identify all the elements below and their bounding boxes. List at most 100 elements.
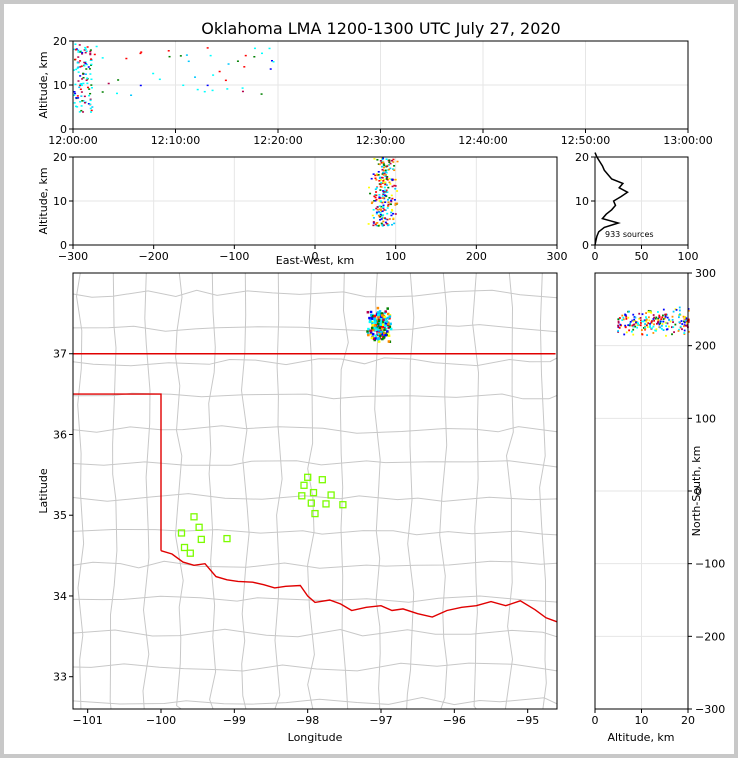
ns-height-sources [617,306,690,337]
ew-height-panel: −300 −200 −100 0 100 200 300 0 10 20 Altitude, k… [37,151,568,267]
lightning-source [624,326,627,329]
lightning-source [383,332,386,335]
lightning-source [687,330,690,333]
county-line [240,272,250,710]
lightning-source [375,178,378,181]
lightning-source [659,322,662,325]
lightning-source [633,318,636,321]
time-tick: 12:50:00 [561,134,610,147]
time-tick: 12:30:00 [356,134,405,147]
lightning-source [385,321,389,325]
lightning-source [82,82,85,85]
lightning-source [373,157,376,160]
lightning-source [382,192,385,195]
lightning-source [381,158,384,161]
lightning-source [640,322,642,324]
lightning-source [683,317,686,320]
lightning-source [380,218,383,220]
lightning-source [83,49,86,51]
lightning-source [79,50,82,52]
county-line [72,696,558,706]
lightning-source [81,78,84,80]
lightning-source [685,317,688,320]
lightning-source [77,56,80,58]
lightning-source [241,90,244,93]
lightning-source [628,324,631,327]
lightning-source [384,317,388,320]
lightning-source [243,66,246,68]
lightning-source [244,54,247,57]
lightning-source [648,316,650,319]
lightning-source [384,327,388,331]
time-tick: 12:40:00 [458,134,507,147]
ns-height-panel: 0 10 20 −300 −200 −100 0 100 200 300 Altitude, k… [592,267,726,744]
lightning-source [384,175,387,178]
lightning-source [387,203,390,206]
lightning-source [253,55,256,58]
lightning-source [686,322,689,325]
longitude-ticks: −101 −100 −99 −98 −97 −96 −95 [73,709,539,727]
lightning-source [622,316,625,319]
lightning-source [394,202,397,205]
lightning-source [73,94,76,96]
lightning-source [392,158,395,161]
lightning-source [152,72,155,75]
lightning-source [671,333,673,336]
lightning-source [388,181,391,184]
lightning-source [78,111,81,113]
lightning-source [396,202,399,205]
lightning-source [377,319,381,323]
lightning-source [375,313,379,316]
lightning-source [617,321,620,324]
lightning-source [241,87,244,89]
lightning-source [649,326,651,328]
lightning-source [379,160,382,162]
ew-tick: 200 [466,250,487,263]
lightning-source [90,58,93,60]
lightning-source [368,316,371,320]
lightning-source [680,320,683,322]
lightning-source [390,159,393,162]
latitude-tick: 34 [53,590,67,603]
lightning-source [77,49,80,52]
ns-ylabel: North-South, km [690,446,703,537]
lightning-source [682,315,685,318]
longitude-tick: −101 [73,714,103,727]
lightning-source [384,221,387,224]
lightning-source [84,62,87,64]
lightning-source [382,178,385,181]
lightning-source [379,317,382,321]
lightning-source [647,322,650,325]
lightning-source [384,333,387,337]
lightning-source [389,167,392,170]
lightning-source [384,169,387,172]
lightning-source [77,51,80,53]
lightning-source [393,222,396,225]
histogram-alt-tick: 10 [575,195,589,208]
ns-tick: −100 [695,558,725,571]
lightning-source [388,160,391,162]
ew-height-ylabel: Altitude, km [37,167,50,234]
lightning-source [381,320,385,323]
county-line [406,272,415,710]
lightning-source [665,313,667,316]
lightning-source [664,321,667,324]
lightning-source [75,97,78,99]
lightning-source [389,322,392,326]
lightning-source [674,323,677,326]
lightning-source [386,316,390,320]
lightning-source [662,320,665,323]
lightning-source [206,47,209,49]
lightning-source [374,325,377,329]
lightning-source [665,334,667,337]
lightning-source [90,59,93,61]
lightning-source [117,79,120,81]
lma-station [190,513,198,521]
lightning-source [392,217,395,220]
lightning-source [384,310,387,313]
ew-tick: −100 [219,250,249,263]
lightning-source [382,220,385,223]
lightning-source [373,200,376,202]
lightning-source [381,337,384,341]
source-count-annotation: 933 sources [605,230,654,239]
